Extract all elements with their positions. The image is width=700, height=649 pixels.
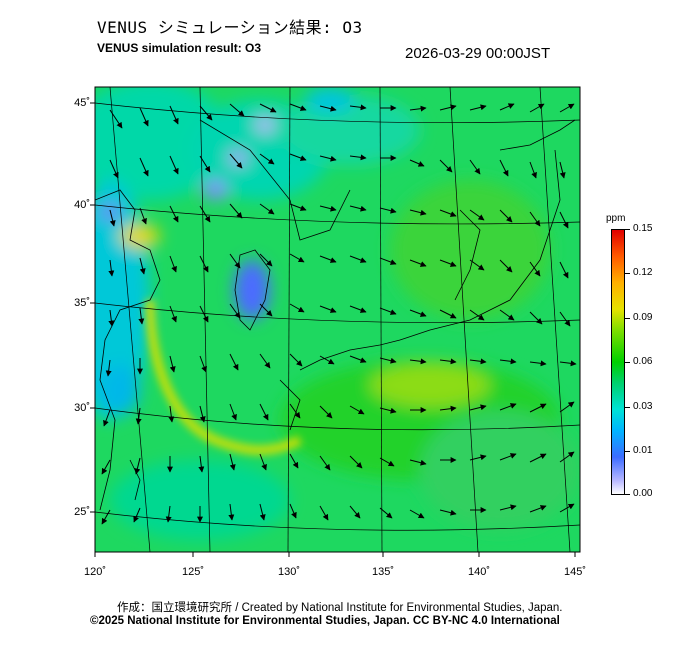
credit-en: ©2025 National Institute for Environment… (90, 615, 560, 627)
colorbar-label-0.12: 0.12 (633, 267, 653, 278)
colorbar-tick (625, 362, 630, 363)
colorbar-label-0.09: 0.09 (633, 312, 653, 323)
coastlines (95, 119, 576, 511)
map-frame (94, 86, 581, 553)
lat-label-40: 40˚ (74, 199, 90, 211)
colorbar-label-0.15: 0.15 (633, 223, 653, 234)
timestamp: 2026-03-29 00:00JST (405, 45, 551, 62)
lon-label-120: 120˚ (83, 566, 107, 578)
lat-label-45: 45˚ (74, 97, 90, 109)
lat-label-35: 35˚ (74, 297, 90, 309)
lon-label-125: 125˚ (181, 566, 205, 578)
colorbar-tick (625, 273, 630, 274)
lon-label-135: 135˚ (371, 566, 395, 578)
concentration-patches (95, 87, 580, 540)
wind-vectors (101, 103, 577, 525)
colorbar-tick (625, 407, 630, 408)
ozone-arc (145, 299, 303, 456)
colorbar-tick (625, 229, 630, 230)
lon-label-140: 140˚ (467, 566, 491, 578)
title-ja: VENUS シミュレーション結果: O3 (97, 18, 363, 37)
colorbar-tick (625, 318, 630, 319)
title-en: VENUS simulation result: O3 (97, 41, 262, 55)
lat-label-25: 25˚ (74, 506, 90, 518)
colorbar-label-0.03: 0.03 (633, 401, 653, 412)
axis-ticks (90, 102, 576, 557)
lon-label-145: 145˚ (563, 566, 587, 578)
colorbar-label-0.01: 0.01 (633, 445, 653, 456)
colorbar-label-0.00: 0.00 (633, 488, 653, 499)
colorbar-label-0.06: 0.06 (633, 356, 653, 367)
colorbar-tick (625, 494, 630, 495)
lon-label-130: 130˚ (277, 566, 301, 578)
colorbar-tick (625, 451, 630, 452)
credit-ja: 作成：国立環境研究所 / Created by National Institu… (117, 602, 563, 614)
lat-label-30: 30˚ (74, 402, 90, 414)
colorbar-unit: ppm (606, 213, 626, 224)
colorbar (611, 229, 625, 495)
